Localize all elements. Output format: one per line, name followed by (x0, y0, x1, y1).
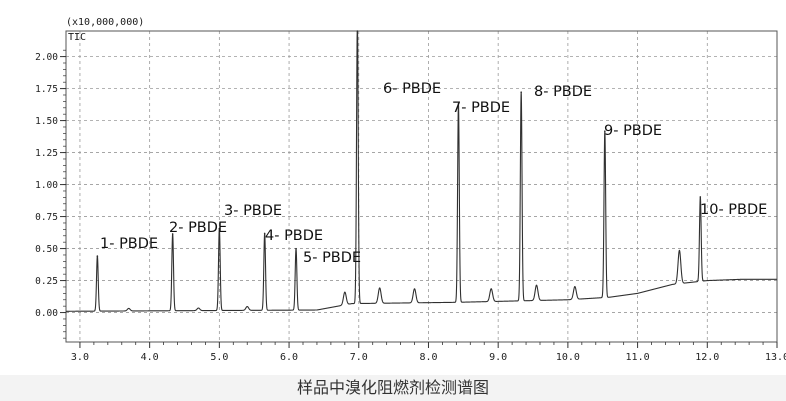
y-tick-label: 1.50 (35, 116, 58, 127)
peak-label: 7- PBDE (452, 100, 510, 116)
x-tick-label: 10.0 (556, 352, 580, 363)
peak-label: 8- PBDE (534, 84, 592, 100)
x-tick-label: 13.0 (765, 352, 786, 363)
axes: 3.0 4.0 5.0 6.0 7.0 8.0 9.0 10.0 11.0 12.0 13.0 0.0… (35, 30, 786, 363)
y-tick-label: 0.50 (35, 244, 58, 255)
plot-frame (65, 30, 778, 343)
x-tick-label: 8.0 (419, 352, 437, 363)
y-tick-label: 2.00 (35, 52, 58, 63)
x-tick-label: 3.0 (71, 352, 89, 363)
peak-apex (457, 103, 460, 105)
peak-label: 5- PBDE (303, 250, 361, 266)
x-tick-label: 6.0 (280, 352, 298, 363)
grid-lines (66, 31, 778, 342)
peak-label: 3- PBDE (224, 203, 282, 219)
peak-label: 4- PBDE (265, 228, 323, 244)
multiplier-label: (x10,000,000) (66, 17, 144, 28)
peak-label: 6- PBDE (383, 81, 441, 97)
x-tick-label: 5.0 (210, 352, 228, 363)
y-tick-label: 0.00 (35, 308, 58, 319)
x-tick-label: 4.0 (141, 352, 159, 363)
channel-label: TIC (68, 32, 86, 43)
peak-label: 9- PBDE (604, 123, 662, 139)
tic-trace (65, 30, 778, 312)
y-tick-label: 0.25 (35, 276, 58, 287)
y-tick-label: 1.25 (35, 148, 58, 159)
peak-label: 10- PBDE (700, 202, 767, 218)
peak-apex (699, 196, 702, 198)
peak-apex (604, 130, 606, 132)
peak-label: 2- PBDE (169, 220, 227, 236)
x-tick-label: 11.0 (626, 352, 650, 363)
trace-area (65, 30, 778, 312)
x-tick-label: 9.0 (489, 352, 507, 363)
y-tick-label: 1.00 (35, 180, 58, 191)
peak-apex (171, 233, 174, 235)
peak-apex (356, 30, 359, 32)
peak-apex (295, 247, 297, 250)
peak-apex (263, 232, 266, 235)
peak-apex (96, 255, 99, 257)
peak-apex (520, 91, 522, 94)
y-tick-label: 1.75 (35, 84, 58, 95)
x-tick-label: 12.0 (695, 352, 719, 363)
figure-caption: 样品中溴化阻燃剂检测谱图 (0, 375, 786, 401)
x-tick-label: 7.0 (350, 352, 368, 363)
peak-label: 1- PBDE (100, 236, 158, 252)
y-tick-label: 0.75 (35, 212, 58, 223)
peak-apex (218, 227, 221, 230)
